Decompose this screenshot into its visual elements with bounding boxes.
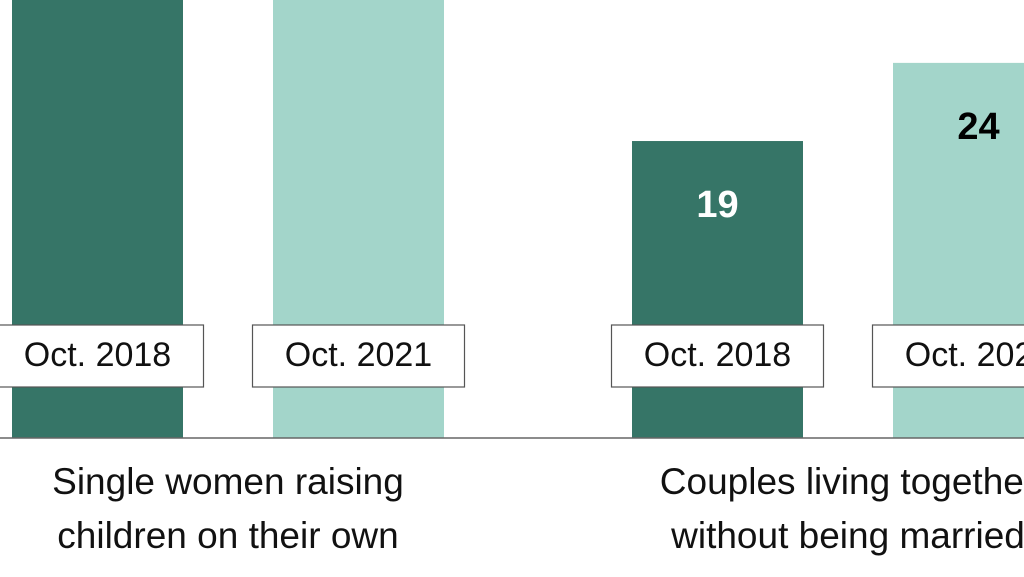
series-label-box (251, 324, 466, 388)
category-label: without being married (670, 515, 1024, 556)
series-label: Oct. 2021 (905, 336, 1024, 374)
category-label: Couples living together (660, 461, 1024, 502)
series-label-box (0, 324, 205, 388)
bar (632, 141, 803, 438)
series-label-box (871, 324, 1024, 388)
series-label: Oct. 2018 (24, 336, 171, 374)
category-label: Single women raising (52, 461, 404, 502)
series-label-box (610, 324, 825, 388)
series-label: Oct. 2021 (285, 336, 432, 374)
value-label: 19 (696, 184, 738, 226)
value-label: 24 (957, 106, 999, 148)
series-label: Oct. 2018 (644, 336, 791, 374)
category-label: children on their own (57, 515, 398, 556)
